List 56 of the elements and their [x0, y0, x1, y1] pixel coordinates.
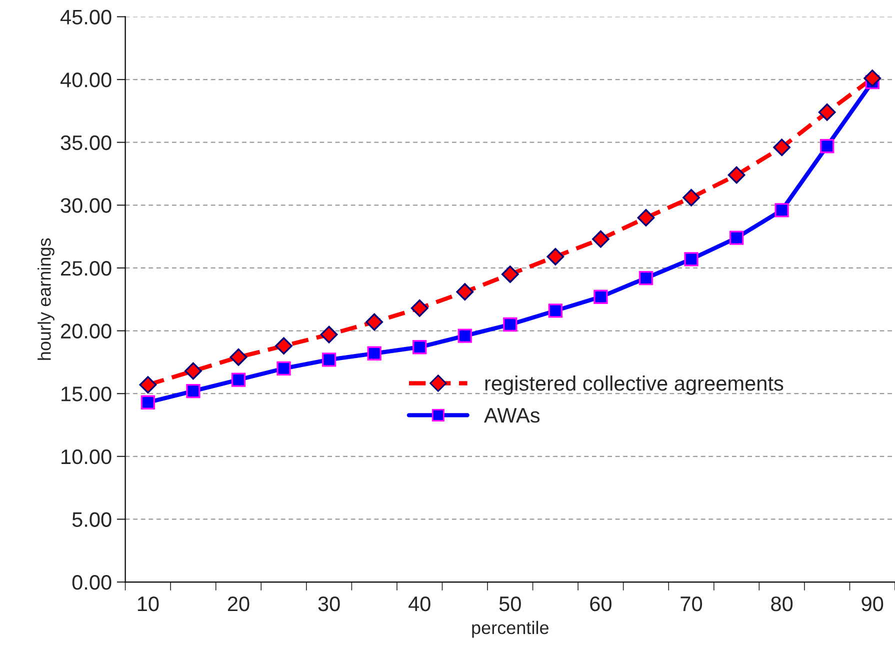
x-tick-label: 20	[228, 596, 250, 612]
x-tick-label: 10	[138, 596, 159, 612]
point	[503, 317, 518, 332]
y-tick-label: 30.00	[60, 198, 112, 213]
point	[548, 304, 563, 318]
point	[637, 209, 655, 226]
legend-label: AWAs	[484, 408, 540, 423]
legend-label: registered collective agreements	[485, 375, 784, 395]
x-tick-label: 40	[408, 596, 430, 612]
point	[230, 348, 248, 366]
y-tick-label: 5.00	[72, 512, 112, 527]
point	[456, 283, 474, 301]
point	[773, 138, 790, 156]
point	[412, 340, 427, 354]
point	[729, 230, 744, 245]
point	[320, 326, 338, 344]
y-tick-label: 40.00	[60, 72, 112, 88]
point	[728, 166, 746, 184]
y-tick-label: 0.00	[72, 575, 112, 590]
point	[366, 313, 384, 331]
x-axis-title: percentile	[472, 620, 548, 638]
point	[275, 337, 292, 355]
y-axis-title: hourly earnings	[38, 238, 54, 360]
point	[322, 352, 336, 367]
x-tick-label: 90	[862, 596, 884, 612]
point	[638, 270, 654, 286]
y-tick-label: 35.00	[60, 135, 112, 150]
y-tick-label: 20.00	[61, 324, 112, 339]
point	[139, 376, 157, 394]
point	[774, 203, 789, 218]
point	[458, 328, 472, 343]
point	[684, 252, 698, 266]
point	[682, 188, 700, 206]
point	[820, 139, 834, 154]
y-tick-label: 45.00	[60, 10, 112, 24]
point	[184, 362, 202, 380]
x-tick-label: 30	[318, 596, 340, 612]
x-tick-label: 50	[499, 596, 521, 612]
x-tick-label: 60	[590, 596, 612, 612]
point	[186, 384, 200, 398]
y-tick-label: 25.00	[61, 260, 112, 276]
point	[140, 395, 156, 410]
x-tick-label: 80	[771, 596, 793, 612]
x-tick-label: 70	[680, 596, 702, 612]
point	[864, 70, 882, 87]
point	[410, 299, 428, 317]
point	[231, 372, 246, 387]
point	[501, 266, 519, 283]
point	[592, 230, 610, 248]
y-tick-label: 15.00	[62, 386, 112, 402]
point	[818, 104, 836, 121]
point	[276, 361, 291, 376]
y-tick-label: 10.00	[62, 449, 112, 464]
point	[367, 346, 382, 360]
point	[546, 248, 564, 266]
point	[594, 290, 608, 304]
